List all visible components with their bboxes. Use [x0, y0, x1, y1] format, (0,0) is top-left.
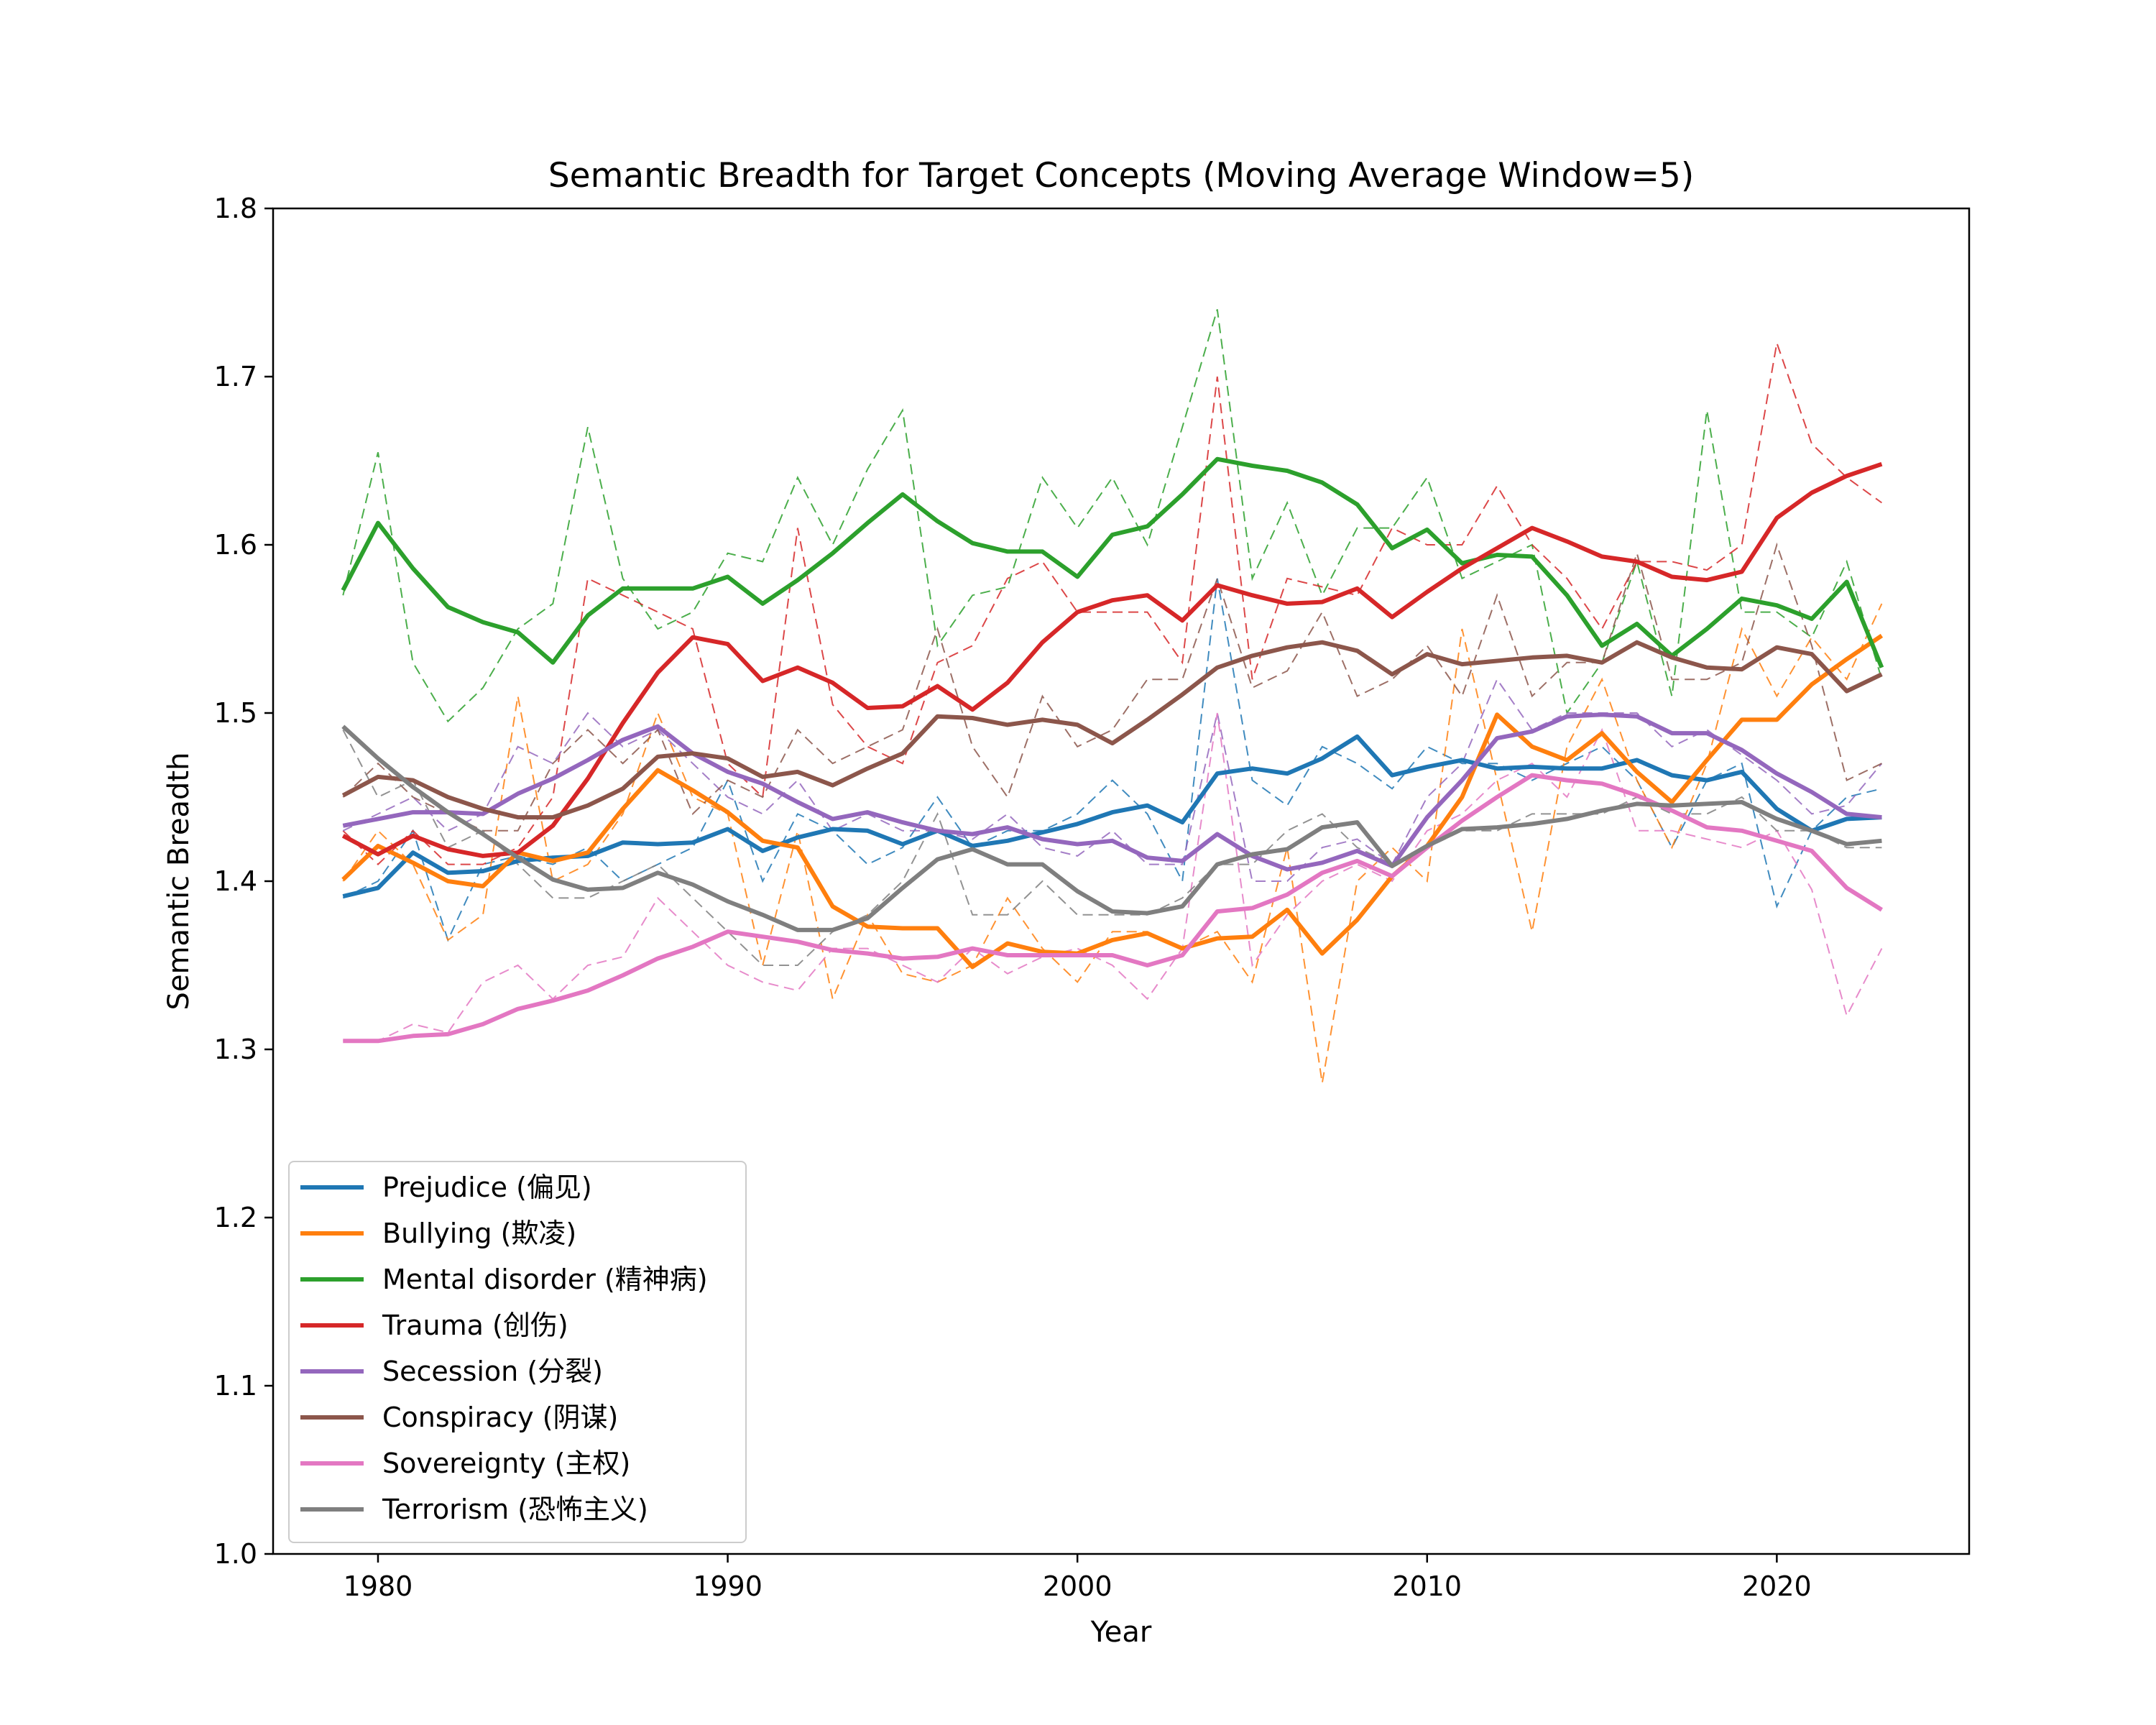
legend-label: Conspiracy (阴谋)	[382, 1402, 618, 1433]
moving-average-line-2	[341, 456, 1884, 668]
moving-average-line-4	[342, 712, 1882, 872]
moving-average-line-1	[341, 633, 1884, 970]
y-tick-label: 1.3	[214, 1034, 257, 1065]
legend-items: Prejudice (偏见) Bullying (欺凌) Mental disord…	[300, 1172, 708, 1525]
raw-series-line-2	[342, 309, 1883, 723]
moving-average-line-0	[342, 734, 1882, 899]
legend-label: Prejudice (偏见)	[382, 1172, 592, 1203]
y-tick-label: 1.2	[214, 1202, 257, 1233]
raw-series-line-0	[342, 578, 1882, 942]
y-axis-label: Semantic Breadth	[162, 753, 195, 1011]
plot-area	[341, 309, 1884, 1083]
legend-label: Mental disorder (精神病)	[382, 1264, 708, 1295]
moving-average-line-3	[341, 461, 1883, 858]
legend-label: Bullying (欺凌)	[382, 1218, 576, 1249]
y-tick-label: 1.8	[214, 193, 257, 224]
x-tick-label: 2020	[1742, 1570, 1812, 1602]
chart-title: Semantic Breadth for Target Concepts (Mo…	[548, 156, 1694, 196]
raw-series-lines	[342, 309, 1883, 1083]
moving-average-line-5	[341, 640, 1883, 820]
legend: Prejudice (偏见) Bullying (欺凌) Mental disord…	[288, 1161, 747, 1543]
y-tick-label: 1.6	[214, 529, 257, 561]
y-tick-label: 1.4	[214, 865, 257, 897]
raw-series-line-4	[342, 678, 1883, 882]
moving-average-lines	[341, 456, 1884, 1044]
moving-average-line-6	[343, 773, 1883, 1044]
legend-label: Trauma (创伤)	[382, 1310, 568, 1341]
x-tick-label: 1980	[344, 1570, 413, 1602]
legend-box	[288, 1161, 747, 1543]
y-tick-label: 1.1	[214, 1370, 257, 1402]
y-tick-label: 1.5	[214, 697, 257, 729]
legend-label: Sovereignty (主权)	[382, 1448, 630, 1479]
y-axis-ticks: 1.0 1.1 1.2 1.3 1.4 1.5 1.6 1.7 1.8	[214, 193, 273, 1570]
raw-series-line-6	[343, 712, 1883, 1042]
y-tick-label: 1.7	[214, 361, 257, 392]
x-tick-label: 2010	[1392, 1570, 1462, 1602]
raw-series-line-3	[342, 342, 1882, 865]
raw-series-line-5	[342, 542, 1882, 832]
x-tick-label: 1990	[693, 1570, 763, 1602]
legend-label: Secession (分裂)	[382, 1356, 603, 1387]
x-axis-label: Year	[1090, 1616, 1152, 1649]
raw-series-line-7	[342, 729, 1882, 966]
x-axis-ticks: 1980 1990 2000 2010 2020	[344, 1554, 1812, 1602]
x-tick-label: 2000	[1043, 1570, 1112, 1602]
legend-label: Terrorism (恐怖主义)	[382, 1494, 648, 1525]
y-tick-label: 1.0	[214, 1538, 257, 1570]
moving-average-line-7	[341, 724, 1882, 932]
raw-series-line-1	[342, 603, 1883, 1083]
